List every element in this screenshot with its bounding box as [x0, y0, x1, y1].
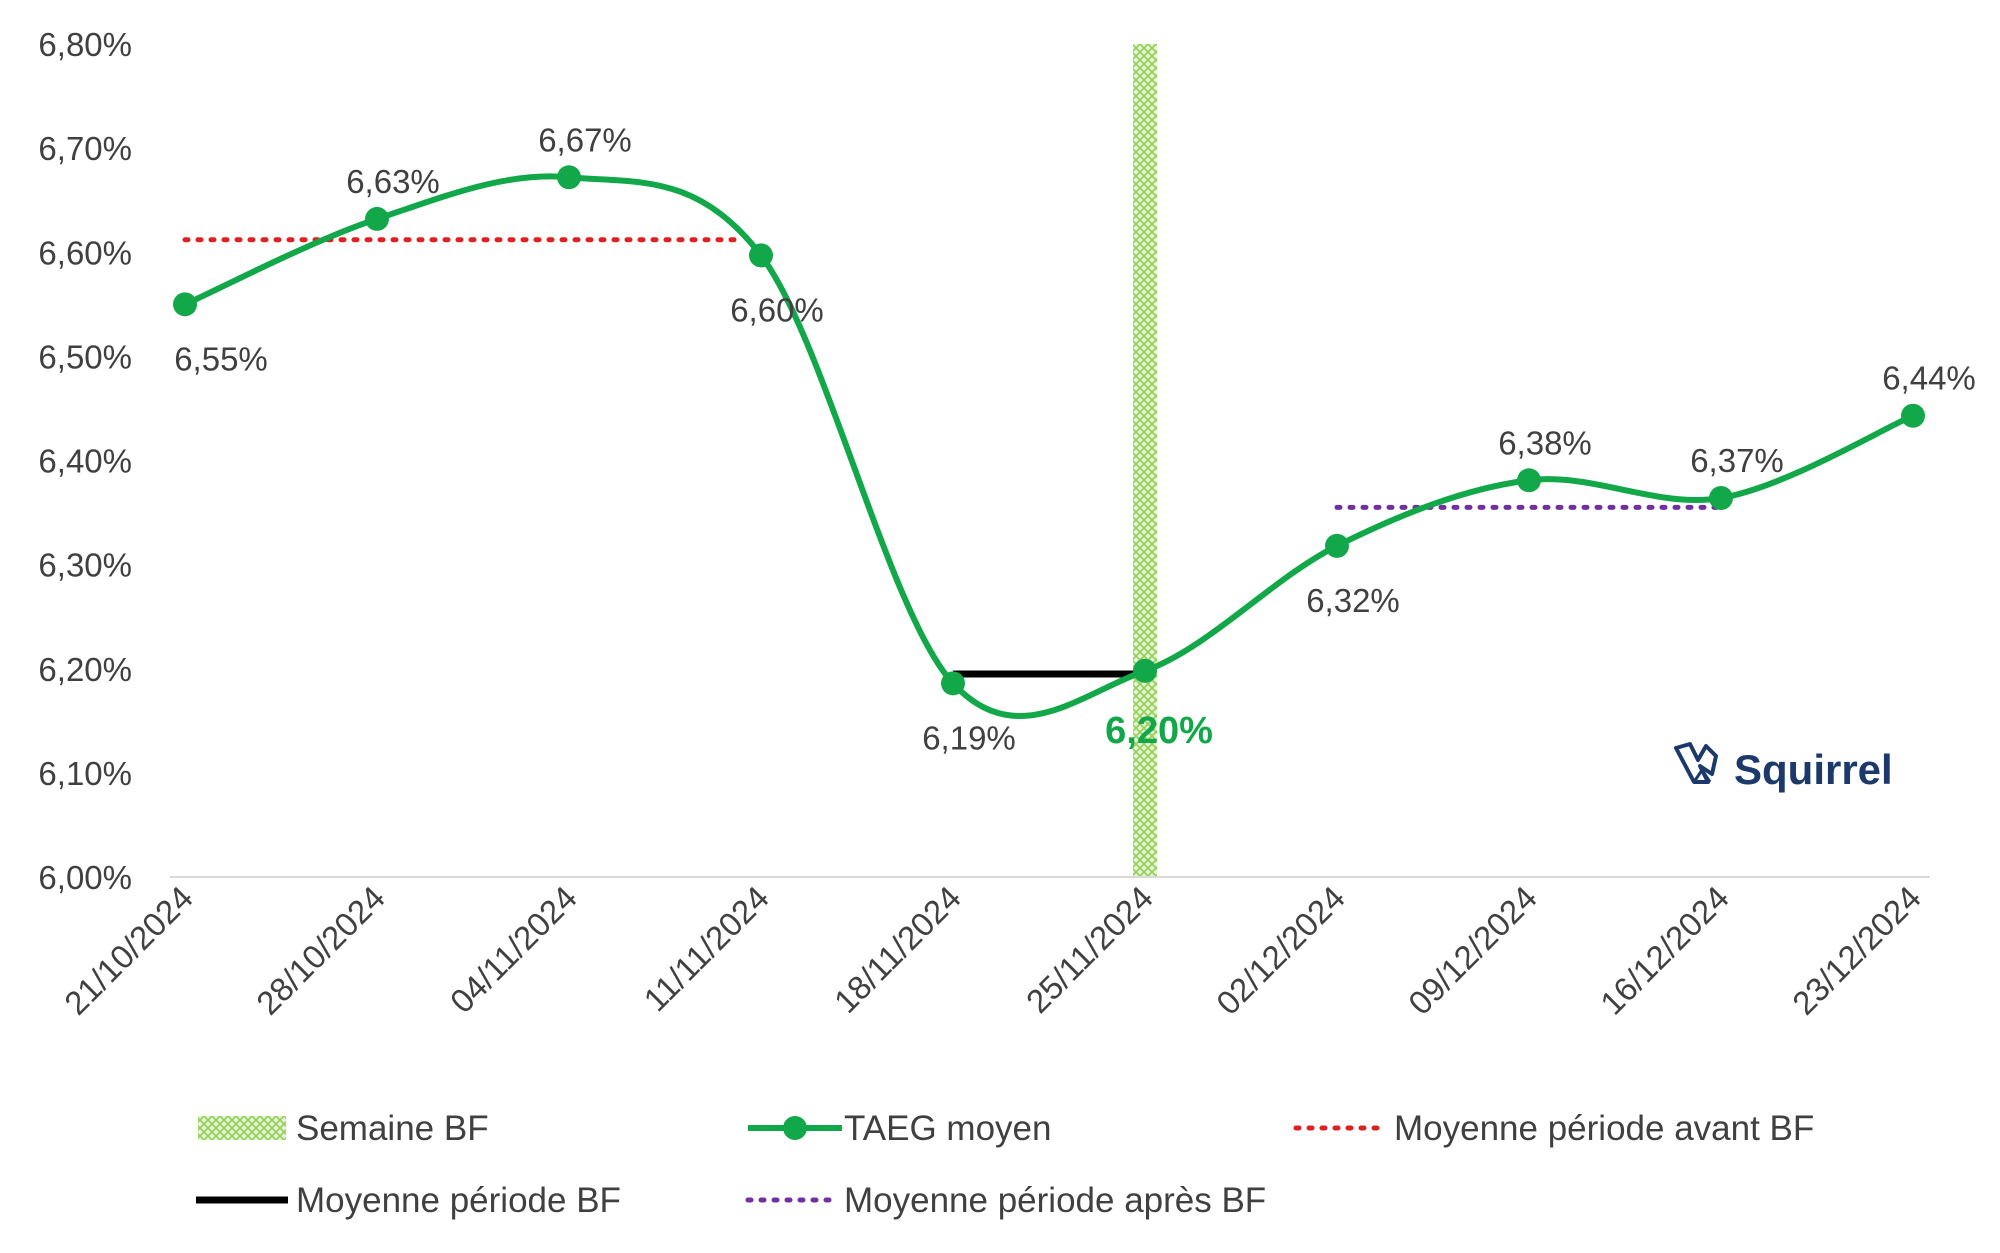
data-point: [941, 671, 965, 696]
data-label: 6,32%: [1306, 582, 1400, 619]
data-point: [1325, 533, 1349, 558]
y-tick-label: 6,10%: [38, 755, 132, 792]
x-tick-label: 23/12/2024: [1785, 879, 1928, 1022]
y-tick-label: 6,70%: [38, 130, 132, 167]
data-point: [365, 206, 389, 231]
data-point: [173, 292, 197, 317]
bf-week-band: [1133, 44, 1157, 877]
y-tick-label: 6,30%: [38, 547, 132, 584]
x-tick-label: 18/11/2024: [827, 879, 968, 1020]
x-tick-label: 02/12/2024: [1209, 879, 1352, 1022]
data-point: [1901, 403, 1925, 428]
data-point: [749, 243, 773, 268]
x-tick-label: 04/11/2024: [443, 879, 584, 1020]
data-label: 6,44%: [1882, 360, 1976, 397]
x-tick-label: 09/12/2024: [1401, 879, 1544, 1022]
legend-label: Moyenne période avant BF: [1394, 1109, 1814, 1148]
legend-swatch-bf-week: [198, 1116, 286, 1140]
legend-label: TAEG moyen: [844, 1109, 1051, 1148]
data-label: 6,60%: [730, 291, 824, 328]
y-tick-label: 6,00%: [38, 859, 132, 896]
y-tick-label: 6,40%: [38, 443, 132, 480]
data-point: [1133, 658, 1157, 683]
logo: Squirrel: [1674, 742, 1893, 793]
x-tick-label: 16/12/2024: [1593, 879, 1736, 1022]
x-tick-label: 21/10/2024: [57, 879, 200, 1022]
logo-text: Squirrel: [1734, 746, 1893, 793]
y-tick-label: 6,60%: [38, 234, 132, 271]
data-label: 6,20%: [1105, 710, 1213, 752]
squirrel-icon: [1674, 742, 1718, 784]
taeg-series-line: [183, 173, 1915, 719]
legend-marker-taeg: [783, 1116, 807, 1140]
data-label: 6,37%: [1690, 442, 1784, 479]
x-tick-label: 28/10/2024: [249, 879, 392, 1022]
legend-label: Semaine BF: [296, 1109, 489, 1148]
legend-label: Moyenne période BF: [296, 1181, 621, 1220]
x-tick-label: 11/11/2024: [636, 879, 775, 1018]
data-point: [1517, 468, 1541, 493]
data-label: 6,55%: [174, 340, 268, 377]
data-point: [557, 165, 581, 190]
data-label: 6,19%: [922, 719, 1016, 756]
data-label: 6,67%: [538, 121, 632, 158]
y-tick-label: 6,50%: [38, 338, 132, 375]
data-label: 6,63%: [346, 163, 440, 200]
y-tick-label: 6,20%: [38, 651, 132, 688]
legend-label: Moyenne période après BF: [844, 1181, 1266, 1220]
data-label: 6,38%: [1498, 424, 1592, 461]
data-point: [1709, 485, 1733, 510]
y-tick-label: 6,80%: [38, 26, 132, 63]
x-tick-label: 25/11/2024: [1019, 879, 1160, 1020]
